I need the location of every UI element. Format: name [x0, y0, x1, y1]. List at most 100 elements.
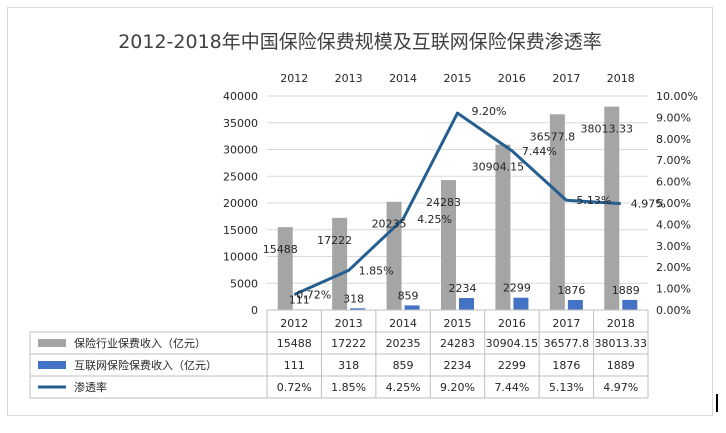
- table-series-name: 保险行业保费收入（亿元）: [74, 336, 206, 350]
- y-right-tick-label: 3.00%: [656, 240, 691, 253]
- table-cell: 7.44%: [494, 381, 529, 394]
- top-category-label: 2013: [335, 72, 363, 85]
- insurance-premium-bar: [332, 217, 348, 310]
- penetration-label: 0.72%: [296, 289, 331, 302]
- insurance-premium-label: 30904.15: [472, 161, 525, 174]
- table-category-header: 2014: [389, 317, 417, 330]
- y-left-tick-label: 10000: [223, 251, 258, 264]
- top-category-label: 2012: [280, 72, 308, 85]
- table-category-header: 2017: [552, 317, 580, 330]
- y-right-tick-label: 2.00%: [656, 261, 691, 274]
- penetration-line-path: [293, 111, 621, 296]
- text-cursor: [716, 394, 718, 412]
- insurance-premium-bar: [549, 114, 565, 310]
- internet-premium-label: 2299: [503, 282, 531, 295]
- y-left-tick-label: 25000: [223, 170, 258, 183]
- top-category-labels: 2012 2013 2014 2015 2016 2017 2018: [280, 72, 635, 85]
- table-cell: 9.20%: [440, 381, 475, 394]
- y-right-tick-label: 7.00%: [656, 154, 691, 167]
- top-category-label: 2016: [498, 72, 526, 85]
- legend-key-bar: [38, 339, 66, 347]
- penetration-label: 4.25%: [417, 213, 452, 226]
- table-cell: 859: [393, 359, 414, 372]
- internet-premium-bar: [622, 299, 638, 310]
- internet-premium-label: 318: [343, 292, 364, 305]
- insurance-premium-bar: [441, 180, 456, 310]
- table-category-header: 2016: [498, 317, 526, 330]
- table-cell: 0.72%: [277, 381, 312, 394]
- top-category-label: 2015: [444, 72, 472, 85]
- insurance-premium-label: 24283: [426, 196, 461, 209]
- internet-premium-bar: [404, 305, 420, 310]
- table-cell: 5.13%: [549, 381, 584, 394]
- table-cell: 318: [338, 359, 359, 372]
- table-cell: 4.97%: [603, 381, 638, 394]
- y-axis-right: 0.00% 1.00% 2.00% 3.00% 4.00% 5.00% 6.00% 7.00%…: [656, 90, 698, 317]
- internet-premium-label: 859: [398, 289, 419, 302]
- table-cell: 1.85%: [331, 381, 366, 394]
- table-cell: 1876: [552, 359, 580, 372]
- y-left-tick-label: 20000: [223, 197, 258, 210]
- top-category-label: 2014: [389, 72, 417, 85]
- y-right-tick-label: 8.00%: [656, 133, 691, 146]
- table-category-header: 2013: [335, 317, 363, 330]
- insurance-premium-bar: [386, 201, 402, 310]
- y-axis-left: 0 5000 10000 15000 20000 25000 30000 35000 40000: [223, 90, 258, 317]
- chart-title: 2012-2018年中国保险保费规模及互联网保险保费渗透率: [118, 31, 602, 53]
- insurance-premium-label: 36577.8: [530, 130, 576, 143]
- insurance-premium-bar: [495, 144, 511, 310]
- table-cell: 15488: [277, 337, 312, 350]
- y-left-tick-label: 35000: [223, 117, 258, 130]
- y-right-tick-label: 10.00%: [656, 90, 698, 103]
- internet-premium-label: 1889: [612, 284, 640, 297]
- top-category-label: 2017: [552, 72, 580, 85]
- y-right-tick-label: 0.00%: [656, 304, 691, 317]
- y-right-tick-label: 4.00%: [656, 218, 691, 231]
- y-left-tick-label: 40000: [223, 90, 258, 103]
- table-cell: 38013.33: [595, 337, 648, 350]
- y-right-tick-label: 9.00%: [656, 111, 691, 124]
- y-left-tick-label: 0: [251, 304, 258, 317]
- penetration-label: 7.44%: [522, 145, 557, 158]
- top-category-label: 2018: [607, 72, 635, 85]
- internet-premium-label: 2234: [449, 282, 477, 295]
- y-left-tick-label: 5000: [230, 277, 258, 290]
- insurance-premium-bar: [604, 106, 620, 310]
- internet-premium-label: 1876: [557, 284, 585, 297]
- penetration-label: 1.85%: [359, 264, 394, 277]
- table-cell: 4.25%: [386, 381, 421, 394]
- legend-key-bar: [38, 361, 66, 369]
- penetration-label: 5.13%: [576, 194, 611, 207]
- chart-frame: [7, 7, 713, 416]
- table-cell: 17222: [331, 337, 366, 350]
- table-cell: 30904.15: [486, 337, 539, 350]
- bars: [277, 106, 638, 310]
- penetration-label: 4.97%: [631, 198, 666, 211]
- penetration-line: [293, 111, 621, 296]
- table-cell: 24283: [440, 337, 475, 350]
- insurance-premium-bar: [277, 227, 293, 310]
- table-cell: 2234: [444, 359, 472, 372]
- y-right-tick-label: 6.00%: [656, 176, 691, 189]
- table-category-header: 2018: [607, 317, 635, 330]
- y-left-tick-label: 15000: [223, 224, 258, 237]
- table-category-header: 2015: [444, 317, 472, 330]
- table-cell: 36577.8: [544, 337, 590, 350]
- insurance-premium-label: 17222: [317, 234, 352, 247]
- table-category-header: 2012: [280, 317, 308, 330]
- table-cell: 20235: [386, 337, 421, 350]
- insurance-premium-label: 38013.33: [581, 123, 634, 136]
- data-table: 2012 2013 2014 2015 2016 2017 2018 保险行业保费收入（亿元）…: [29, 309, 649, 399]
- internet-premium-bar: [459, 298, 474, 310]
- gridlines: [267, 95, 648, 284]
- table-cell: 2299: [498, 359, 526, 372]
- data-labels: 15488 17222 20235 24283 30904.15 36577.8 38013…: [263, 105, 666, 306]
- table-series-name: 渗透率: [74, 380, 107, 394]
- insurance-premium-label: 15488: [263, 243, 298, 256]
- internet-premium-label: 111: [289, 293, 310, 306]
- internet-premium-bar: [513, 297, 529, 310]
- y-right-tick-label: 5.00%: [656, 197, 691, 210]
- y-left-tick-label: 30000: [223, 144, 258, 157]
- internet-premium-bar: [567, 299, 583, 310]
